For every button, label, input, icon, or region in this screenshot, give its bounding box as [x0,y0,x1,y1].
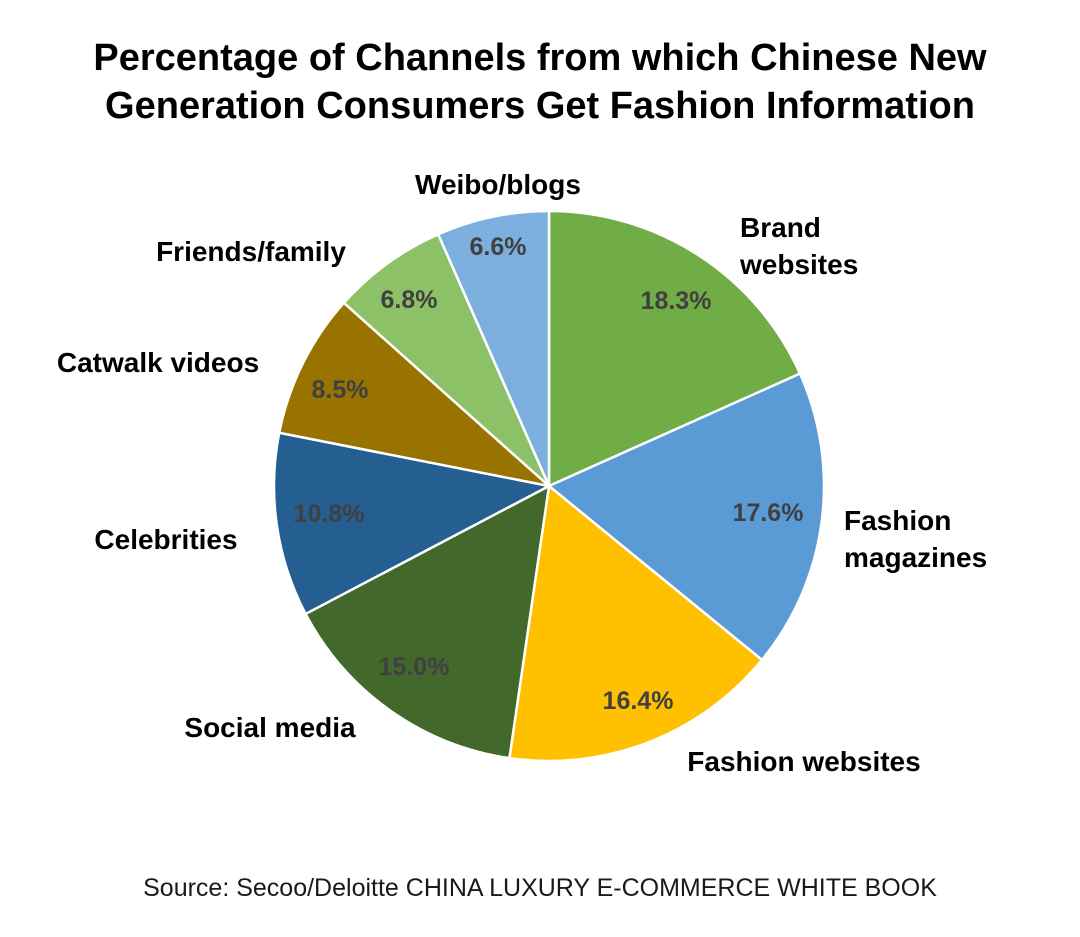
category-label-fashion-magazines: Fashion magazines [844,505,987,573]
chart-title: Percentage of Channels from which Chines… [0,34,1080,130]
value-label-celebrities: 10.8% [294,500,365,528]
category-label-social-media: Social media [184,712,356,743]
pie-slice-weibo-blogs [436,209,551,488]
value-label-brand-websites: 18.3% [641,287,712,315]
pie-slice-fashion-websites [508,484,764,763]
pie-slice-catwalk-videos [277,301,551,488]
chart-title-line-1: Percentage of Channels from which Chines… [93,37,987,79]
category-label-friends-family: Friends/family [156,236,346,267]
pie-slice-brand-websites [547,209,802,488]
category-label-brand-websites: Brand websites [739,212,858,280]
source-note: Source: Secoo/Deloitte CHINA LUXURY E-CO… [143,874,937,902]
chart-title-line-2: Generation Consumers Get Fashion Informa… [105,85,975,127]
value-label-friends-family: 6.8% [381,286,438,314]
value-label-catwalk-videos: 8.5% [312,376,369,404]
pie-slice-social-media [304,484,551,760]
value-label-social-media: 15.0% [379,653,450,681]
value-label-fashion-websites: 16.4% [603,687,674,715]
category-label-celebrities: Celebrities [94,524,237,555]
value-label-fashion-magazines: 17.6% [733,499,804,527]
pie-slice-fashion-magazines [547,372,826,662]
category-label-catwalk-videos: Catwalk videos [57,347,259,378]
pie-slice-friends-family [342,233,551,488]
category-label-weibo-blogs: Weibo/blogs [415,169,581,200]
category-label-fashion-websites: Fashion websites [687,746,920,777]
value-label-weibo-blogs: 6.6% [470,233,527,261]
pie-slice-celebrities [272,431,551,616]
